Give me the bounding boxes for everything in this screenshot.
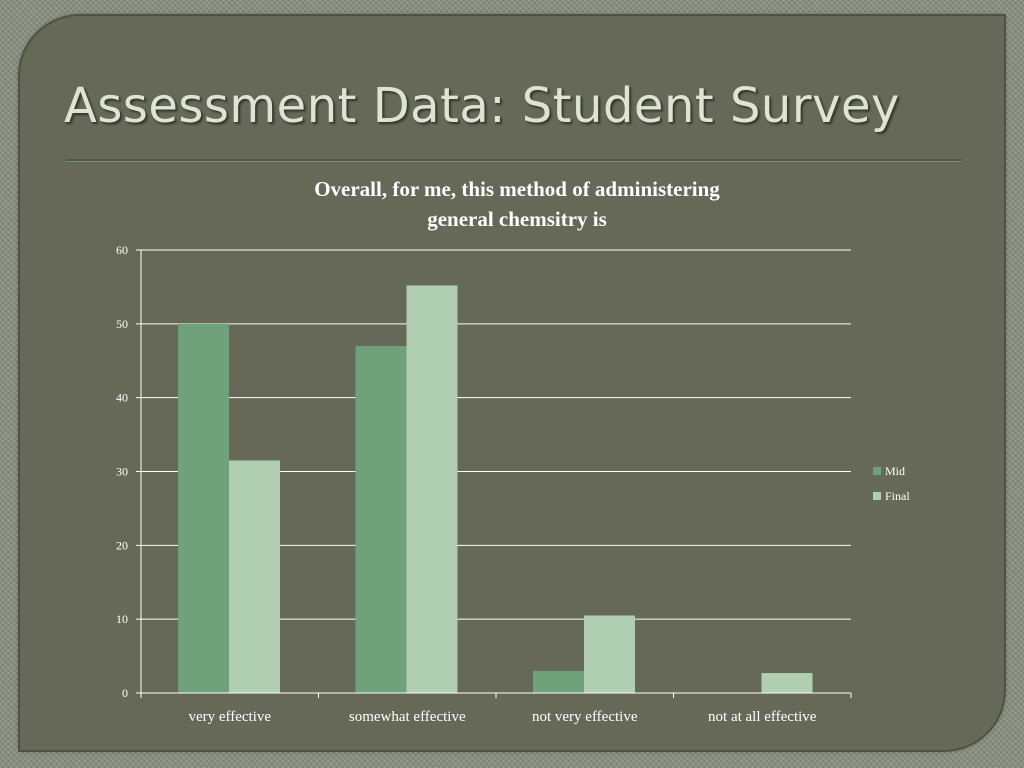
y-tick-label: 20 — [116, 538, 128, 552]
bar-final-somewhat-effective — [406, 285, 458, 693]
axes — [140, 250, 852, 698]
bar-final-very-effective — [229, 460, 280, 693]
y-tick-label: 30 — [116, 465, 128, 479]
x-tick-label: very effective — [188, 709, 271, 725]
legend: Mid Final — [873, 464, 910, 503]
y-tick-label: 10 — [116, 612, 128, 626]
chart-title-line-1: Overall, for me, this method of administ… — [314, 177, 720, 201]
bar-mid-very-effective — [178, 323, 229, 693]
slide-title: Assessment Data: Student Survey — [64, 78, 900, 134]
axis-labels: 0 10 20 30 40 50 60 very effective somewhat effe… — [116, 243, 817, 725]
title-divider — [66, 159, 962, 162]
y-tick-label: 60 — [116, 243, 128, 257]
bar-mid-not-very-effective — [533, 670, 584, 693]
x-tick-label: not very effective — [532, 709, 638, 725]
chart-title-line-2: general chemsitry is — [427, 207, 607, 231]
y-tick-label: 40 — [116, 391, 128, 405]
chart-title: Overall, for me, this method of administ… — [212, 174, 822, 234]
legend-swatch-mid — [873, 467, 881, 475]
y-tick-label: 0 — [122, 686, 128, 700]
bar-mid-somewhat-effective — [355, 345, 407, 693]
x-tick-label: not at all effective — [708, 709, 817, 725]
legend-label-final: Final — [885, 489, 910, 503]
x-tick-label: somewhat effective — [349, 709, 466, 725]
legend-label-mid: Mid — [885, 464, 905, 478]
bar-final-not-very-effective — [584, 615, 635, 693]
bars — [178, 285, 813, 693]
legend-swatch-final — [873, 492, 881, 500]
y-tick-label: 50 — [116, 317, 128, 331]
bar-final-not-at-all-effective — [761, 673, 813, 693]
